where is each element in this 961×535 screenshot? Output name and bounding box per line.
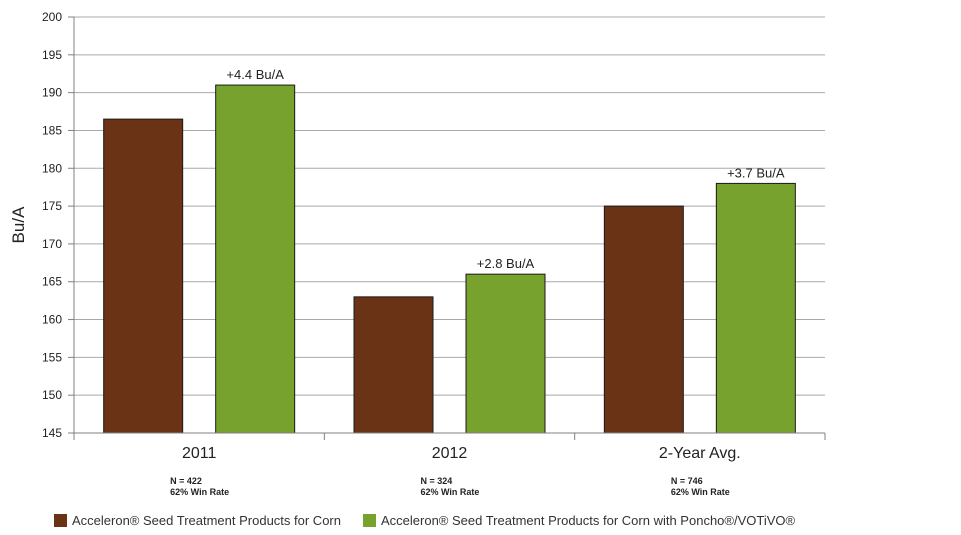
bar-acceleron: [353, 296, 434, 434]
y-axis-label: Bu/A: [9, 206, 28, 244]
y-tick-label: 200: [42, 10, 62, 24]
y-tick-label: 145: [42, 426, 62, 440]
x-category-label: 2012: [432, 445, 468, 462]
chart: +4.4 Bu/A +2.8 Bu/A +3.7 Bu/A 145 150 155 160…: [9, 10, 826, 497]
legend-label-series-2: Acceleron® Seed Treatment Products for C…: [380, 513, 796, 528]
category-note: 62% Win Rate: [170, 487, 229, 497]
y-tick-label: 190: [42, 86, 62, 100]
category-note: N = 324: [421, 476, 453, 486]
y-axis-ticks: 145 150 155 160 165 170 175 180 185 190 195 200: [42, 10, 62, 440]
legend-swatch-series-2: [362, 514, 376, 527]
bar-acceleron: [603, 205, 684, 434]
legend-label-series-1: Acceleron® Seed Treatment Products for C…: [72, 513, 341, 528]
bar-data-label: +3.7 Bu/A: [727, 165, 785, 180]
y-tick-label: 195: [42, 48, 62, 62]
legend-swatch-series-1: [54, 514, 67, 527]
y-tick-label: 155: [42, 350, 62, 364]
bar-data-label: +2.8 Bu/A: [477, 256, 535, 271]
y-tick-label: 185: [42, 123, 62, 137]
y-tick-label: 150: [42, 388, 62, 402]
bar-acceleron-poncho-votivo: [215, 84, 296, 434]
bar-acceleron-poncho-votivo: [715, 182, 796, 434]
y-tick-label: 170: [42, 237, 62, 251]
gridlines: [68, 16, 825, 434]
bar-acceleron-poncho-votivo: [465, 273, 546, 434]
bar-acceleron: [103, 118, 184, 434]
bar-data-label: +4.4 Bu/A: [226, 67, 284, 82]
x-category-label: 2011: [182, 445, 217, 462]
y-tick-label: 175: [42, 199, 62, 213]
y-tick-label: 180: [42, 161, 62, 175]
category-note: N = 746: [671, 476, 703, 486]
category-note: 62% Win Rate: [421, 487, 480, 497]
y-tick-label: 160: [42, 313, 62, 327]
legend-item-series-1: Acceleron® Seed Treatment Products for C…: [54, 513, 341, 528]
legend-item-series-2: Acceleron® Seed Treatment Products for C…: [362, 513, 796, 528]
x-category-label: 2-Year Avg.: [659, 445, 741, 462]
legend: Acceleron® Seed Treatment Products for C…: [54, 513, 817, 528]
category-note: N = 422: [170, 476, 202, 486]
category-note: 62% Win Rate: [671, 487, 730, 497]
bars: +4.4 Bu/A +2.8 Bu/A +3.7 Bu/A: [103, 67, 796, 434]
y-tick-label: 165: [42, 275, 62, 289]
